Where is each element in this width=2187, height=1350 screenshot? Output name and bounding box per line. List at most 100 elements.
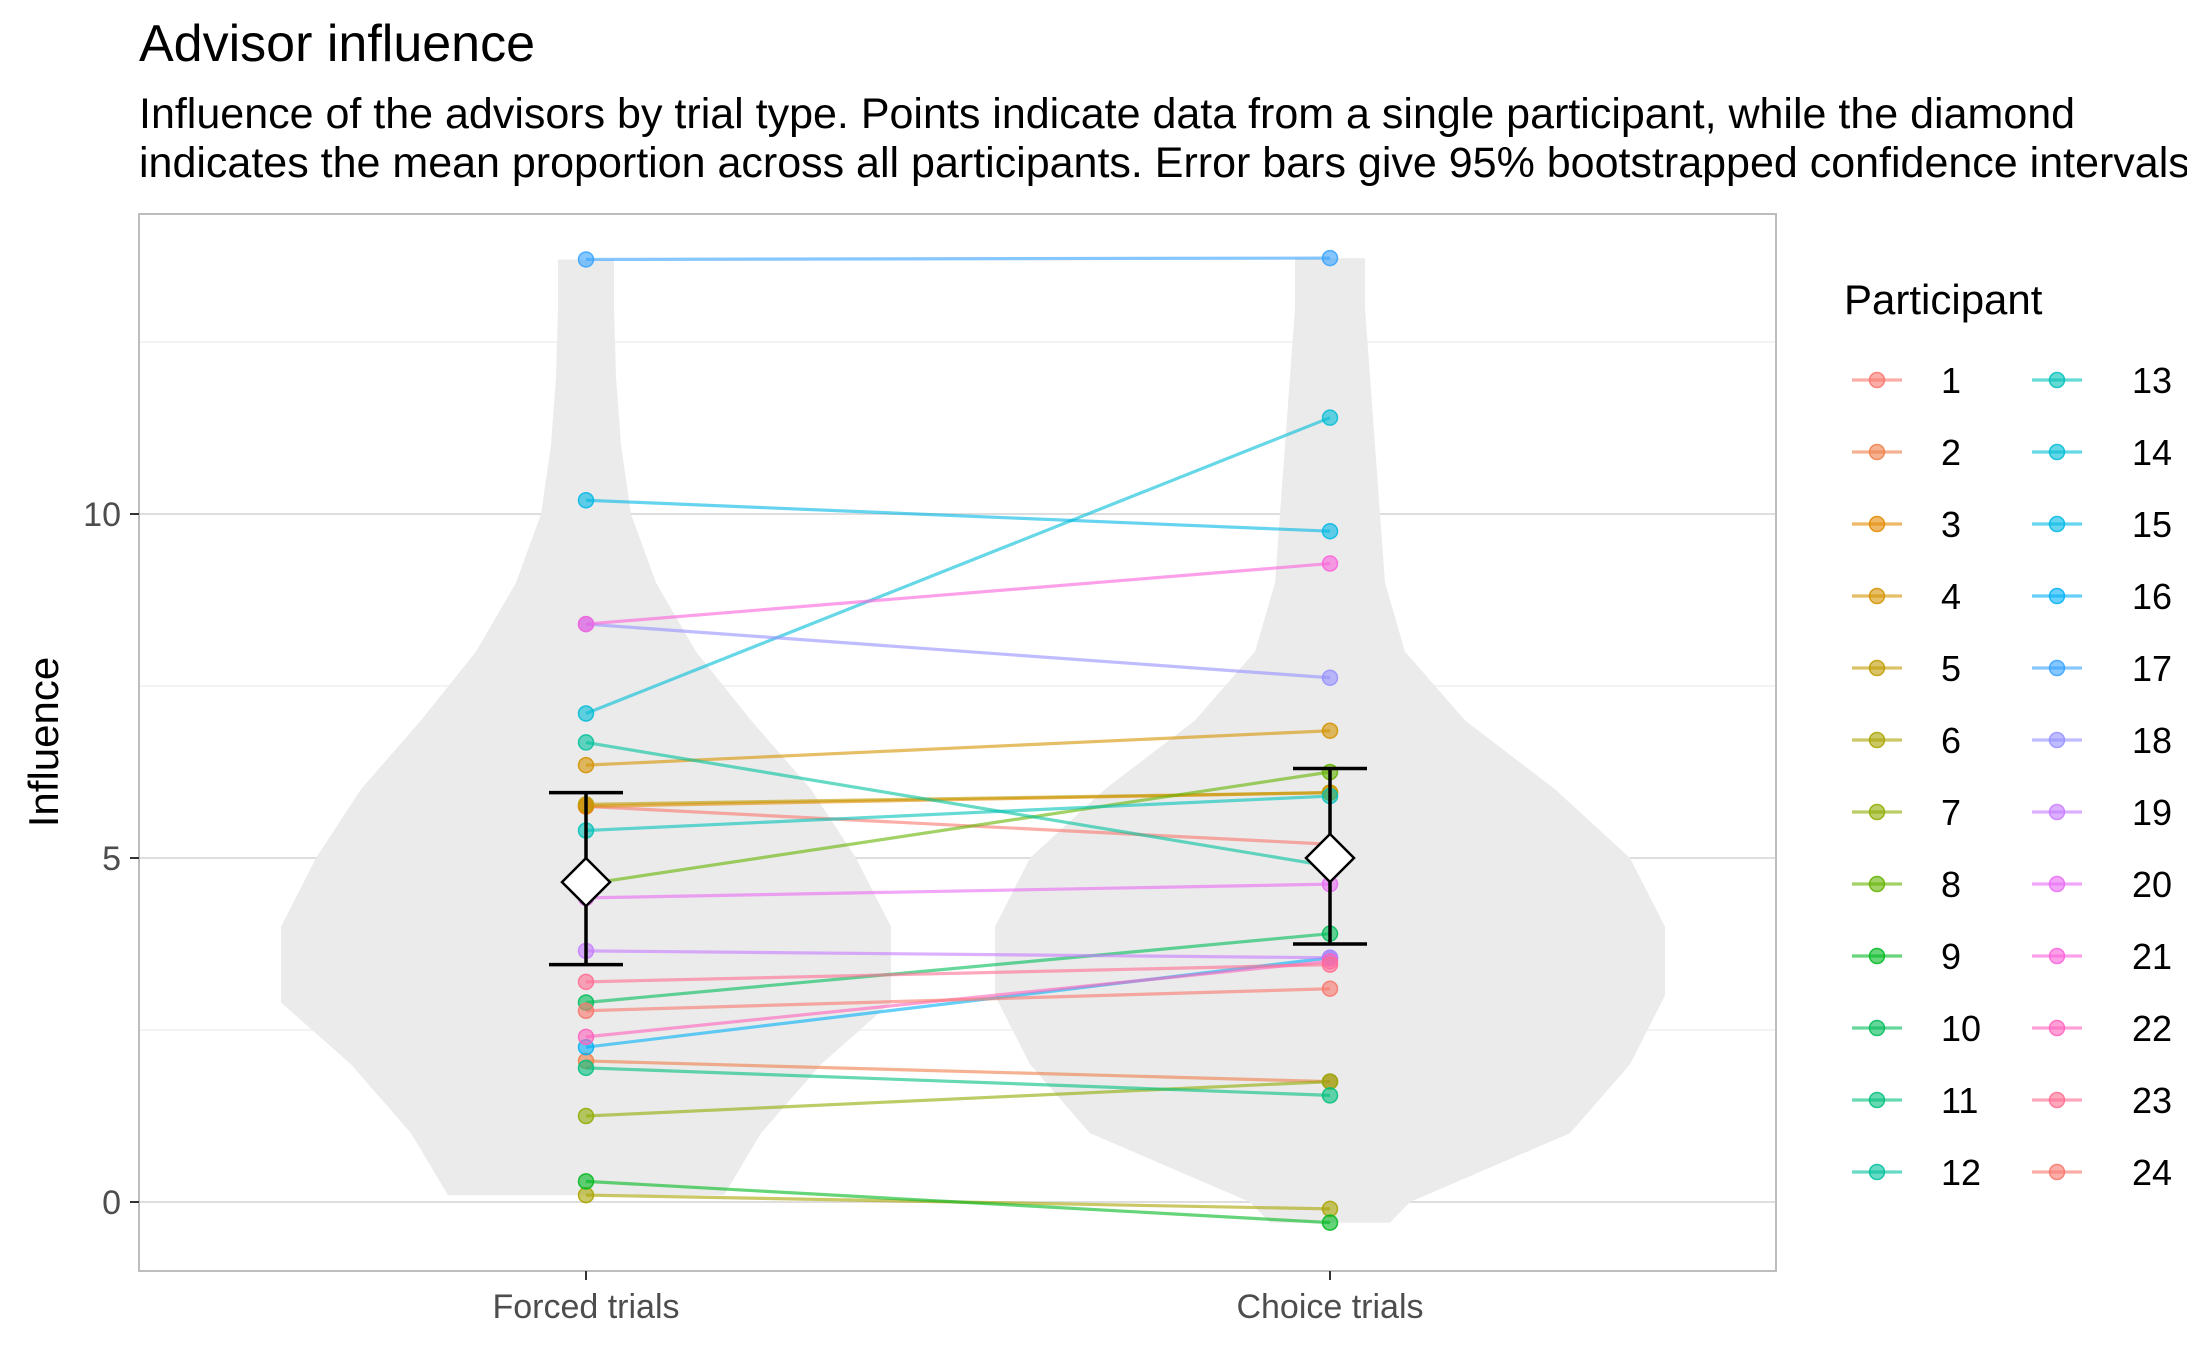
legend-label: 4 bbox=[1941, 576, 1961, 617]
participant-point bbox=[1321, 722, 1339, 739]
legend-key-point bbox=[1868, 1019, 1886, 1037]
legend-key-point bbox=[1868, 443, 1886, 461]
plot-border bbox=[138, 213, 1777, 1272]
legend-key-point bbox=[2048, 947, 2066, 965]
participant-point bbox=[577, 756, 595, 774]
legend-label: 5 bbox=[1941, 648, 1961, 689]
legend-key-point bbox=[2048, 1091, 2066, 1109]
legend-label: 9 bbox=[1941, 936, 1961, 977]
legend-key-point bbox=[2048, 371, 2066, 389]
participant-point bbox=[1321, 1073, 1339, 1090]
participant-point bbox=[1321, 522, 1339, 540]
legend-title: Participant bbox=[1844, 276, 2043, 323]
participant-point bbox=[577, 1028, 595, 1046]
legend-label: 12 bbox=[1941, 1152, 1981, 1193]
mean-summary bbox=[549, 766, 1367, 967]
participant-point bbox=[577, 734, 595, 751]
participant-points bbox=[577, 249, 1339, 1231]
participant-line bbox=[585, 987, 1331, 1013]
legend-label: 3 bbox=[1941, 504, 1961, 545]
legend-key-point bbox=[2048, 587, 2066, 605]
legend-key-point bbox=[1868, 659, 1886, 677]
participant-point bbox=[1321, 956, 1339, 973]
legend-label: 23 bbox=[2132, 1080, 2172, 1121]
legend-label: 7 bbox=[1941, 792, 1961, 833]
participant-point bbox=[577, 1002, 595, 1019]
y-axis-title: Influence bbox=[20, 657, 67, 827]
legend-key-point bbox=[1868, 947, 1886, 965]
participant-line bbox=[585, 791, 1331, 806]
legend-key-point bbox=[1868, 1091, 1886, 1109]
participant-point bbox=[577, 705, 595, 722]
participant-line bbox=[585, 1179, 1331, 1225]
legend-key-point bbox=[2048, 875, 2066, 893]
legend-key-point bbox=[2048, 515, 2066, 533]
participant-line bbox=[585, 949, 1331, 960]
y-tick-label: 0 bbox=[102, 1184, 121, 1222]
participant-line bbox=[585, 794, 1331, 833]
legend-label: 14 bbox=[2132, 432, 2172, 473]
legend: Participant 1234567891011121314151617181… bbox=[1844, 276, 2172, 1193]
participant-point bbox=[577, 1059, 595, 1077]
legend-key-point bbox=[2048, 731, 2066, 749]
participant-line bbox=[585, 622, 1331, 680]
participant-point bbox=[1321, 409, 1339, 426]
y-axis: 0 5 10 bbox=[83, 496, 139, 1222]
legend-key-point bbox=[1868, 587, 1886, 605]
participant-point bbox=[577, 1186, 595, 1204]
violin bbox=[995, 258, 1665, 1223]
participant-point bbox=[577, 1173, 595, 1190]
violin bbox=[281, 259, 891, 1196]
legend-key-point bbox=[1868, 515, 1886, 533]
participant-line bbox=[585, 498, 1331, 533]
participant-line bbox=[585, 804, 1331, 846]
legend-label: 10 bbox=[1941, 1008, 1981, 1049]
participant-line bbox=[585, 256, 1331, 262]
legend-label: 18 bbox=[2132, 720, 2172, 761]
x-axis: Forced trials Choice trials bbox=[492, 1271, 1424, 1326]
participant-line bbox=[585, 740, 1331, 868]
legend-label: 21 bbox=[2132, 936, 2172, 977]
violins bbox=[281, 258, 1665, 1223]
mean-diamond bbox=[1304, 832, 1356, 884]
participant-point bbox=[577, 973, 595, 991]
chart-subtitle: Influence of the advisors by trial type.… bbox=[139, 90, 2187, 187]
participant-point bbox=[577, 615, 595, 633]
legend-key-point bbox=[2048, 1019, 2066, 1037]
participant-line bbox=[585, 770, 1331, 886]
legend-label: 2 bbox=[1941, 432, 1961, 473]
participant-point bbox=[1321, 249, 1339, 267]
participant-line bbox=[585, 561, 1331, 626]
legend-label: 1 bbox=[1941, 360, 1961, 401]
legend-label: 15 bbox=[2132, 504, 2172, 545]
legend-key-point bbox=[1868, 731, 1886, 749]
legend-key-point bbox=[2048, 803, 2066, 821]
participant-point bbox=[577, 491, 595, 509]
participant-point bbox=[1321, 980, 1339, 997]
legend-label: 11 bbox=[1941, 1080, 1978, 1121]
legend-key-point bbox=[2048, 443, 2066, 461]
legend-key-point bbox=[2048, 659, 2066, 677]
participant-point bbox=[1321, 1200, 1339, 1218]
participant-point bbox=[577, 1107, 595, 1125]
participant-line bbox=[585, 1059, 1331, 1084]
legend-label: 8 bbox=[1941, 864, 1961, 905]
participant-line bbox=[585, 882, 1331, 900]
legend-label: 22 bbox=[2132, 1008, 2172, 1049]
x-tick-label: Choice trials bbox=[1236, 1288, 1423, 1326]
x-tick-label: Forced trials bbox=[492, 1288, 679, 1326]
participant-line bbox=[585, 1080, 1331, 1118]
participant-point bbox=[1321, 555, 1339, 572]
legend-key-point bbox=[1868, 1163, 1886, 1181]
participant-lines bbox=[585, 256, 1331, 1225]
legend-key-point bbox=[1868, 371, 1886, 389]
participant-point bbox=[1321, 669, 1339, 686]
legend-label: 20 bbox=[2132, 864, 2172, 905]
legend-label: 16 bbox=[2132, 576, 2172, 617]
legend-label: 19 bbox=[2132, 792, 2172, 833]
participant-point bbox=[1321, 1087, 1339, 1104]
legend-label: 6 bbox=[1941, 720, 1961, 761]
legend-label: 24 bbox=[2132, 1152, 2172, 1193]
legend-label: 17 bbox=[2132, 648, 2172, 689]
